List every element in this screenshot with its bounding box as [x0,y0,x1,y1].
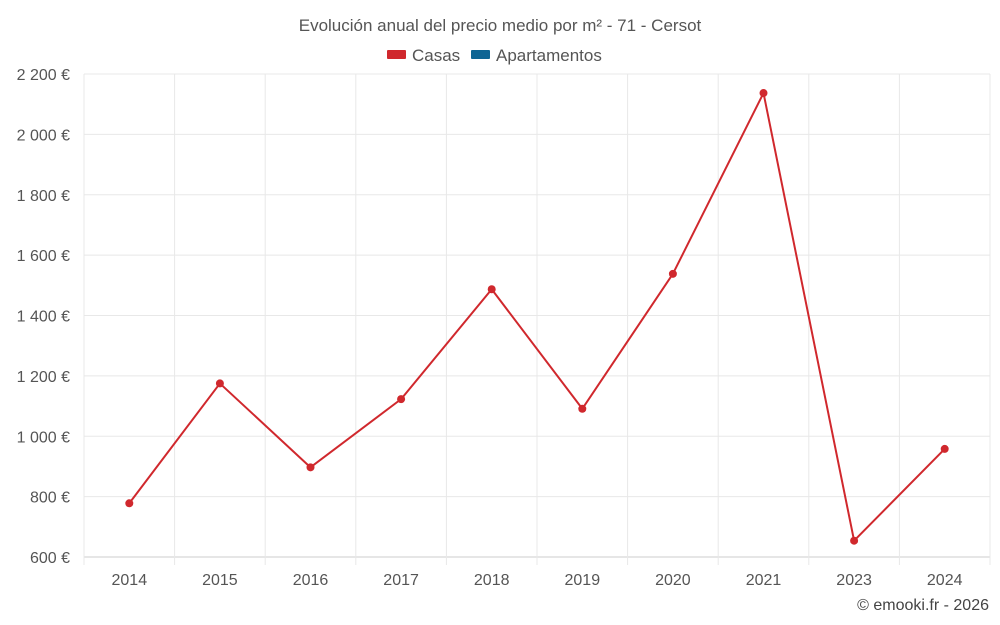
data-point[interactable] [215,379,224,388]
chart-title: Evolución anual del precio medio por m² … [299,16,702,35]
legend-swatch-casas [387,50,406,59]
x-tick-label: 2019 [565,572,601,589]
y-tick-label: 1 400 € [17,309,70,326]
data-point[interactable] [487,285,496,294]
x-axis-ticks: 2014 2015 2016 2017 2018 2019 2020 2021 2023 2024 [112,572,963,589]
data-point[interactable] [759,89,768,98]
legend-label-apartamentos: Apartamentos [496,46,602,65]
data-point[interactable] [397,395,406,404]
data-point[interactable] [578,404,587,413]
x-tick-label: 2020 [655,572,691,589]
legend-label-casas: Casas [412,46,460,65]
data-point[interactable] [668,269,677,278]
legend-item-apartamentos[interactable]: Apartamentos [471,46,602,65]
x-tick-label: 2024 [927,572,963,589]
x-tick-label: 2014 [112,572,148,589]
legend-swatch-apartamentos [471,50,490,59]
data-point[interactable] [306,463,315,472]
data-point[interactable] [125,499,134,508]
y-tick-label: 600 € [30,550,70,567]
y-tick-label: 1 600 € [17,248,70,265]
y-tick-label: 2 000 € [17,127,70,144]
x-tick-label: 2021 [746,572,782,589]
credit-text: © emooki.fr - 2026 [857,597,989,614]
x-tick-label: 2017 [383,572,419,589]
series-line-casas [128,92,946,542]
y-tick-label: 1 800 € [17,188,70,205]
series-lines [128,92,946,542]
legend-item-casas[interactable]: Casas [387,46,460,65]
legend[interactable]: Casas Apartamentos [387,46,602,65]
x-gridlines [83,74,991,565]
x-tick-label: 2015 [202,572,238,589]
x-tick-label: 2023 [836,572,872,589]
y-tick-label: 800 € [30,490,70,507]
data-point[interactable] [940,444,949,453]
y-tick-label: 1 200 € [17,369,70,386]
x-tick-label: 2018 [474,572,510,589]
y-tick-label: 2 200 € [17,67,70,84]
series-points[interactable] [125,89,949,545]
x-tick-label: 2016 [293,572,329,589]
data-point[interactable] [850,536,859,545]
y-axis-ticks: 600 € 800 € 1 000 € 1 200 € 1 400 € 1 600 € 1 … [17,67,70,567]
y-tick-label: 1 000 € [17,429,70,446]
